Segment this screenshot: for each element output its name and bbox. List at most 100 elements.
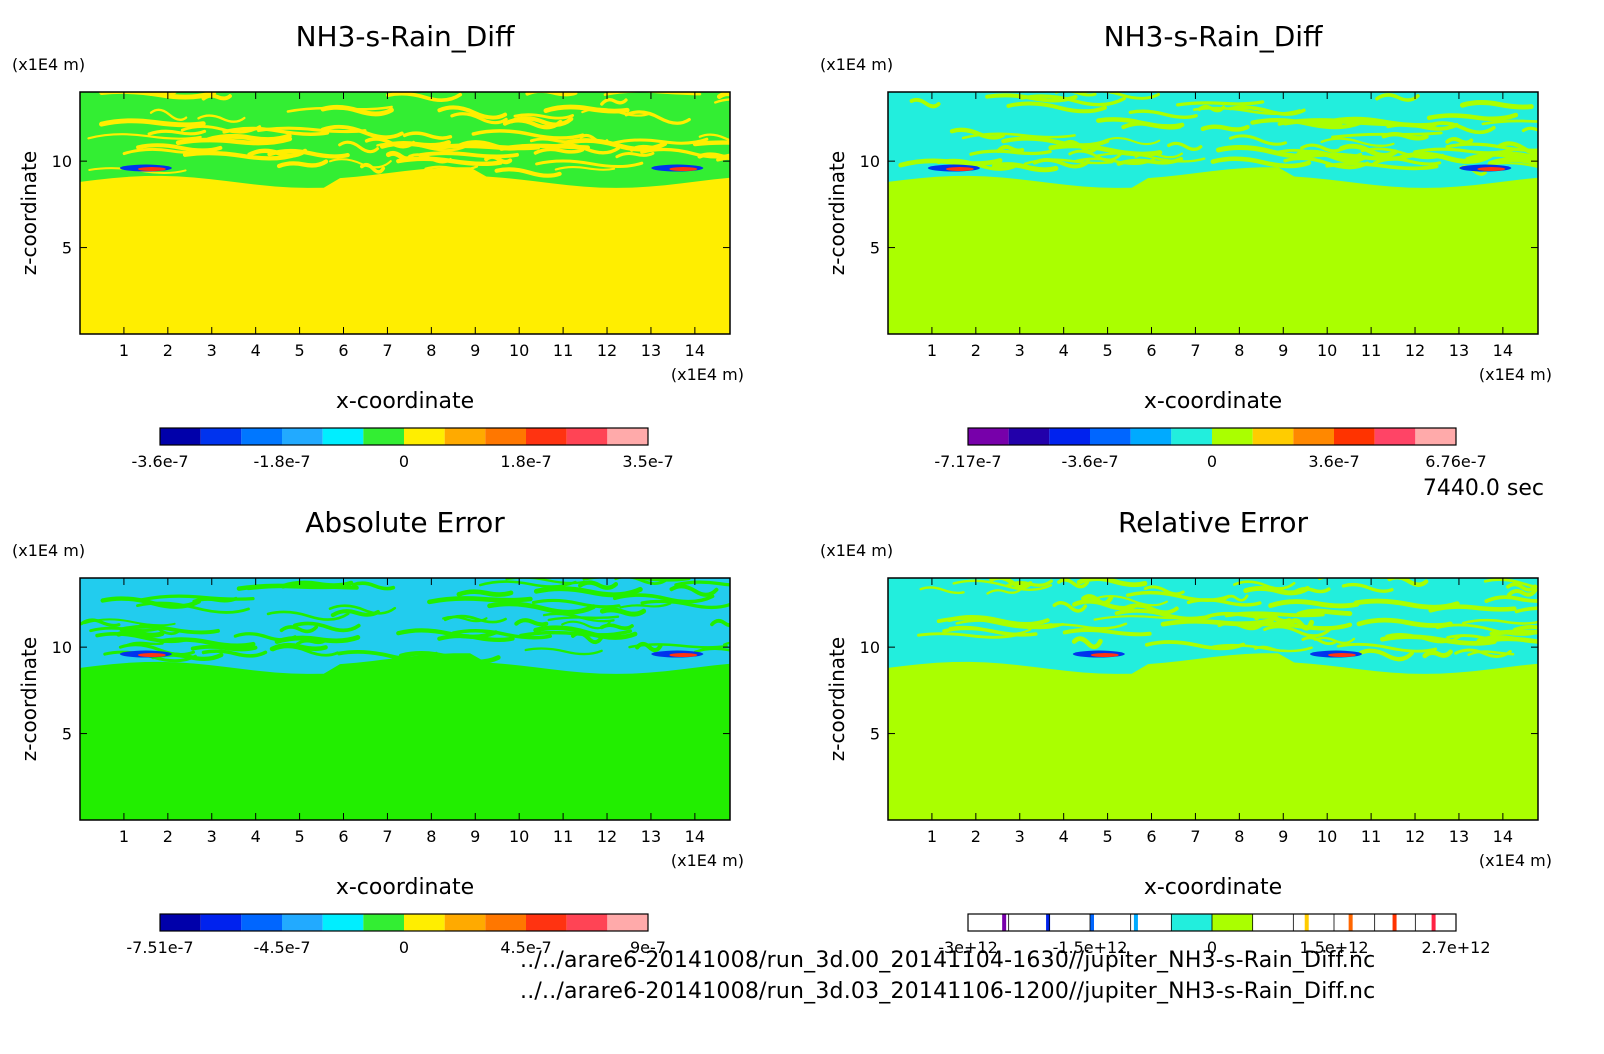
colorbar-segment <box>241 428 282 445</box>
band-streak <box>697 152 730 161</box>
band-streak <box>450 112 508 125</box>
colorbar-frame <box>967 913 1457 932</box>
chart-title: Relative Error <box>1118 506 1309 539</box>
band-streak <box>619 602 672 609</box>
band-streak <box>600 98 628 106</box>
band-streak <box>257 126 367 134</box>
band-streak <box>222 126 330 136</box>
band-streak <box>692 140 730 147</box>
x-tick-label: 2 <box>971 341 981 360</box>
band-streak <box>376 141 469 152</box>
band-streak <box>1386 122 1459 131</box>
x-tick-label: 1 <box>119 827 129 846</box>
colorbar-segment <box>1090 914 1131 931</box>
colorbar-tick-label: -3e+12 <box>938 938 998 957</box>
x-tick-label: 14 <box>1493 341 1513 360</box>
band-streak <box>1301 636 1337 646</box>
x-tick-label: 13 <box>1449 341 1469 360</box>
band-streak <box>1497 141 1538 156</box>
x-tick-label: 8 <box>426 827 436 846</box>
colorbar-segment <box>1212 914 1253 931</box>
band-streak <box>1254 645 1286 652</box>
band-streak <box>614 578 667 585</box>
band-streak <box>581 107 652 117</box>
x-tick-label: 10 <box>1317 341 1337 360</box>
x-tick-label: 5 <box>1103 827 1113 846</box>
band-streak <box>396 628 498 639</box>
band-streak <box>698 133 730 142</box>
colorbar-segment <box>1415 914 1456 931</box>
y-tick-label: 5 <box>870 239 880 258</box>
band-streak <box>1514 606 1538 614</box>
band-streak <box>402 131 453 140</box>
colorbar-tick-label: 1.8e-7 <box>500 452 551 471</box>
chart-panel-1: NH3-s-Rain_Diff (x1E4 m) (x1E4 m) x-coordin… <box>12 20 744 471</box>
heatmap-field <box>888 578 1538 820</box>
chart-panel-3: Absolute Error (x1E4 m) (x1E4 m) x-coordina… <box>12 506 744 957</box>
y-unit-label: (x1E4 m) <box>12 541 85 560</box>
footer-file-path-1: ../../arare6-20141008/run_3d.00_20141104… <box>520 948 1376 973</box>
colorbar-segment <box>485 914 526 931</box>
band-streak <box>99 92 217 100</box>
band-streak <box>1200 124 1250 132</box>
band-streak <box>83 618 176 627</box>
colorbar-segment <box>1008 914 1050 931</box>
colorbar-tick-label: -3.6e-7 <box>131 452 188 471</box>
band-streak <box>514 618 549 627</box>
band-streak <box>909 97 941 109</box>
y-tick-label: 5 <box>870 725 880 744</box>
colorbar-segment <box>1252 428 1294 445</box>
x-tick-label: 7 <box>382 827 392 846</box>
band-streak <box>89 626 162 633</box>
chart-title: NH3-s-Rain_Diff <box>1104 20 1323 53</box>
colorbar-mark <box>1133 914 1138 931</box>
colorbar-segment <box>1130 914 1172 931</box>
x-tick-label: 5 <box>1103 341 1113 360</box>
x-tick-label: 8 <box>1234 827 1244 846</box>
band-streak <box>563 138 668 152</box>
band-streak <box>946 615 1050 627</box>
band-streak <box>1461 618 1538 625</box>
colorbar-segment <box>160 428 201 445</box>
colorbar-tick-label: 3.6e-7 <box>1308 452 1359 471</box>
band-streak <box>1336 642 1438 653</box>
colorbar-segment <box>322 428 364 445</box>
colorbar-tick-label: -1.8e-7 <box>253 452 310 471</box>
band-streak <box>1095 595 1168 607</box>
feature-red <box>1327 653 1356 658</box>
colorbar-segment <box>322 914 364 931</box>
band-streak <box>1023 158 1114 166</box>
band-streak <box>599 607 647 617</box>
x-tick-label: 2 <box>163 341 173 360</box>
colorbar-mark <box>1002 914 1007 931</box>
band-streak <box>1506 588 1538 597</box>
x-tick-label: 8 <box>1234 341 1244 360</box>
y-tick-label: 10 <box>52 152 72 171</box>
band-streak <box>1445 142 1538 152</box>
band-streak <box>533 586 643 598</box>
band-streak <box>122 147 215 156</box>
colorbar-segment <box>566 914 608 931</box>
band-streak <box>1062 628 1152 637</box>
band-streak <box>942 626 1038 637</box>
x-tick-label: 13 <box>1449 827 1469 846</box>
colorbar-segment <box>968 914 1009 931</box>
x-tick-label: 4 <box>1059 341 1069 360</box>
band-streak <box>1001 136 1110 148</box>
band-streak <box>1484 595 1538 604</box>
band-streak <box>1192 106 1301 115</box>
colorbar-segment <box>1415 428 1456 445</box>
colorbar-tick-label: 0 <box>1207 938 1217 957</box>
x-tick-label: 1 <box>927 827 937 846</box>
band-streak <box>424 165 479 171</box>
band-streak <box>1380 634 1497 646</box>
x-tick-label: 11 <box>553 827 573 846</box>
colorbar-segment <box>363 428 404 445</box>
band-streak <box>1521 126 1538 133</box>
band-streak <box>1459 100 1534 110</box>
band-streak <box>1358 648 1414 662</box>
band-streak <box>147 129 207 136</box>
band-streak <box>535 159 644 168</box>
colorbar-mark <box>1046 914 1051 931</box>
band-streak <box>197 114 246 123</box>
